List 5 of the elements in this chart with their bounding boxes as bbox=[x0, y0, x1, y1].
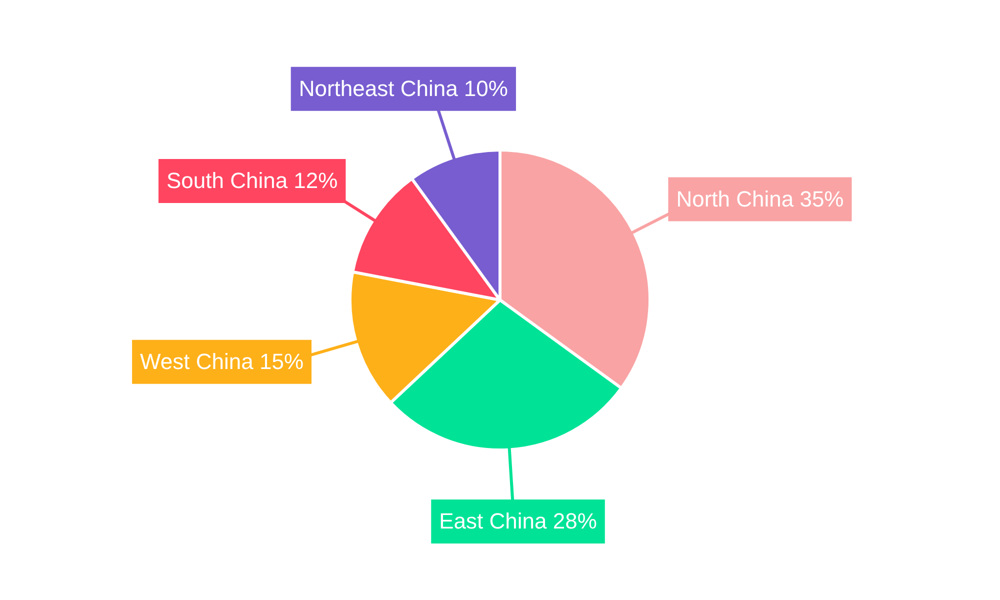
slice-label: East China 28% bbox=[439, 508, 597, 534]
slice-label: West China 15% bbox=[140, 349, 304, 374]
slice-label: North China 35% bbox=[676, 186, 844, 212]
slice-label: South China 12% bbox=[166, 168, 338, 194]
slice-label: Northeast China 10% bbox=[298, 76, 508, 101]
